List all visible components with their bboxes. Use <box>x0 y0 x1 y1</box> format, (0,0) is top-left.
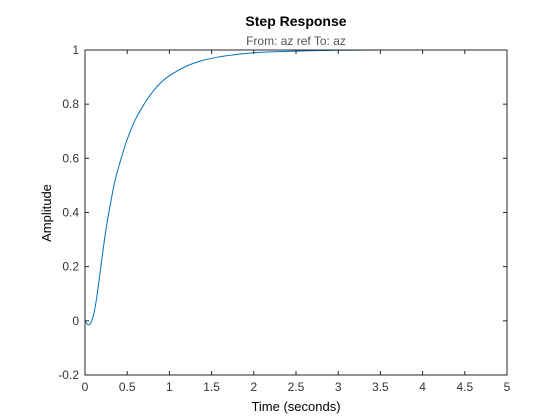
x-tick-label: 4.5 <box>456 380 473 394</box>
step-response-series-line <box>84 49 507 326</box>
x-tick-label: 2 <box>250 380 257 394</box>
x-tick-label: 1 <box>166 380 173 394</box>
chart-subtitle: From: az ref To: az <box>246 34 346 48</box>
y-tick-label: 0.4 <box>62 206 79 220</box>
x-tick-label: 3 <box>335 380 342 394</box>
x-tick-label: 4 <box>419 380 426 394</box>
y-tick-label: 0.2 <box>62 260 79 274</box>
x-tick-label: 0 <box>82 380 89 394</box>
x-tick-label: 3.5 <box>372 380 389 394</box>
x-axis-ticks: 0 0.5 1 1.5 2 2.5 3 3.5 4 4.5 5 <box>82 50 511 394</box>
x-tick-label: 5 <box>504 380 511 394</box>
y-tick-label: -0.2 <box>58 368 79 382</box>
x-tick-label: 0.5 <box>119 380 136 394</box>
y-tick-label: 1 <box>72 43 79 57</box>
y-axis-ticks: -0.2 0 0.2 0.4 0.6 0.8 1 <box>58 43 507 382</box>
plot-area <box>85 50 507 375</box>
y-tick-label: 0.6 <box>62 151 79 165</box>
chart-title: Step Response <box>245 13 346 29</box>
y-axis-label: Amplitude <box>39 184 54 242</box>
y-tick-label: 0 <box>72 314 79 328</box>
x-axis-label: Time (seconds) <box>251 399 340 414</box>
x-tick-label: 1.5 <box>203 380 220 394</box>
x-tick-label: 2.5 <box>288 380 305 394</box>
y-tick-label: 0.8 <box>62 97 79 111</box>
series-layer <box>84 49 507 326</box>
